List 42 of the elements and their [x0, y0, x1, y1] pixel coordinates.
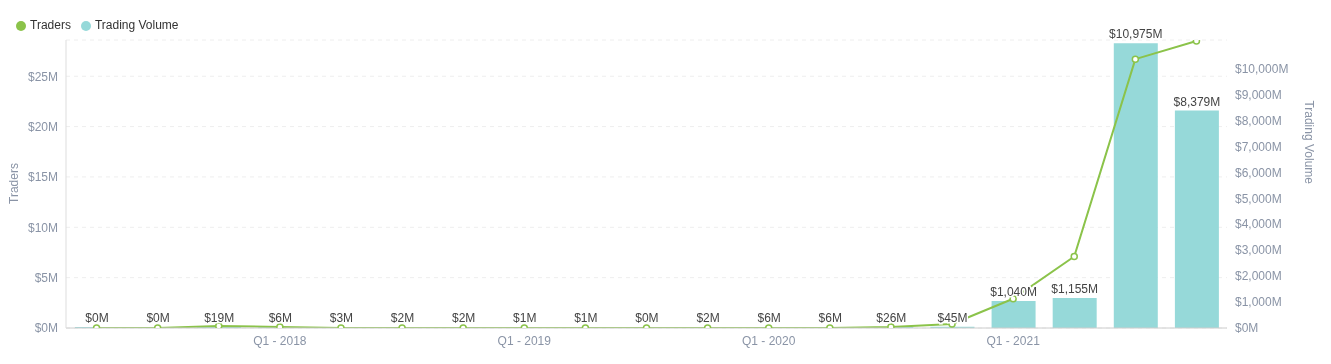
x-tick-label: Q1 - 2018	[253, 333, 307, 348]
data-label: $2M	[696, 311, 720, 325]
data-label: $0M	[635, 311, 659, 325]
x-tick-label: Q1 - 2021	[986, 333, 1041, 348]
x-tick-label: Q1 - 2019	[497, 333, 552, 348]
data-label: $8,379M	[1173, 94, 1221, 109]
y-tick-label: $20M	[27, 119, 58, 134]
data-label: $0M	[146, 311, 170, 325]
data-label: $1,155M	[1051, 282, 1099, 297]
y2-axis-title: Trading Volume	[1301, 100, 1316, 185]
y-axis-title: Traders	[7, 163, 22, 204]
y2-tick-label: $8,000M	[1235, 113, 1282, 128]
y2-tick-label: $5,000M	[1235, 191, 1282, 206]
data-label: $10,975M	[1109, 27, 1163, 42]
data-label: $19M	[204, 311, 235, 325]
y2-tick-label: $4,000M	[1235, 217, 1282, 232]
y2-tick-label: $10,000M	[1235, 61, 1289, 76]
data-label: $0M	[85, 311, 109, 325]
y2-tick-label: $1,000M	[1235, 295, 1282, 310]
y2-tick-label: $0M	[1235, 321, 1259, 336]
data-label: $1M	[574, 311, 598, 325]
y-tick-label: $10M	[27, 220, 58, 235]
legend-label: Trading Volume	[94, 18, 179, 32]
data-label: $26M	[876, 311, 907, 325]
data-label: $1M	[513, 311, 537, 325]
y2-tick-label: $2,000M	[1235, 269, 1282, 284]
data-label: $6M	[268, 311, 292, 325]
y2-tick-label: $6,000M	[1235, 165, 1282, 180]
data-label: $2M	[390, 311, 415, 325]
y2-tick-label: $9,000M	[1235, 87, 1282, 102]
y-tick-label: $0M	[34, 321, 58, 336]
legend-label: Traders	[30, 18, 71, 32]
x-tick-label: Q1 - 2020	[742, 333, 796, 348]
data-label: $6M	[757, 311, 781, 325]
y-tick-label: $15M	[27, 170, 58, 185]
data-label: $3M	[329, 311, 354, 325]
y2-tick-label: $7,000M	[1235, 139, 1282, 154]
y-tick-label: $25M	[27, 69, 58, 84]
y2-tick-label: $3,000M	[1235, 243, 1282, 258]
y-tick-label: $5M	[34, 270, 58, 285]
data-label: $6M	[818, 311, 842, 325]
data-label: $2M	[451, 311, 476, 325]
